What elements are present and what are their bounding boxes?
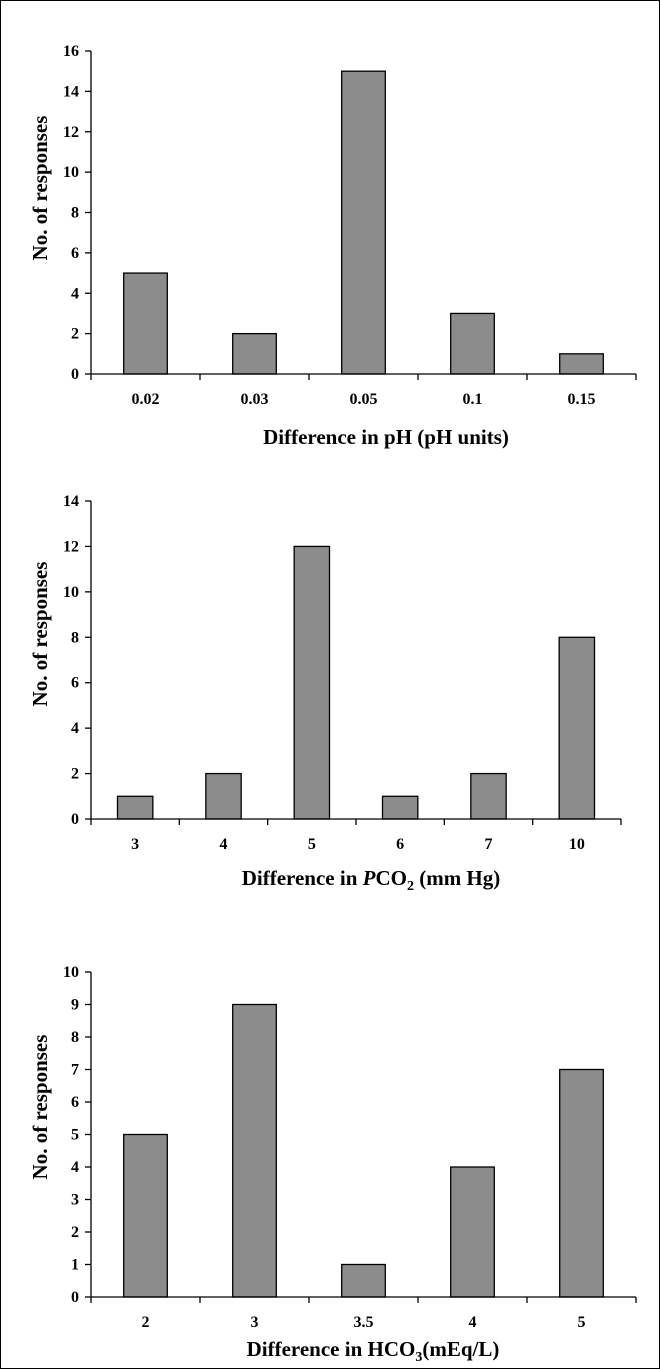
bar xyxy=(116,795,154,820)
y-axis-title: No. of responses xyxy=(28,562,52,707)
y-tick-label: 6 xyxy=(71,1094,79,1111)
y-tick-label: 1 xyxy=(71,1257,79,1274)
x-axis-title-part: (mm Hg) xyxy=(414,866,500,890)
y-tick-label: 6 xyxy=(71,675,79,692)
bar xyxy=(450,312,495,375)
bar xyxy=(470,772,507,820)
x-axis-title-part: CO xyxy=(375,866,407,890)
y-tick-label: 2 xyxy=(71,766,79,783)
y-axis-title: No. of responses xyxy=(28,116,52,261)
y-tick-label: 10 xyxy=(63,964,79,981)
y-tick-label: 14 xyxy=(63,83,79,100)
x-axis-title-part: Difference in HCO xyxy=(247,1337,416,1361)
bar xyxy=(232,332,277,375)
x-axis-title: Difference in HCO3(mEq/L) xyxy=(247,1337,500,1365)
bar xyxy=(559,353,604,375)
x-axis-title-part: Difference in xyxy=(242,866,363,890)
bar xyxy=(205,772,242,820)
x-tick-label: 3 xyxy=(131,836,139,853)
y-tick-label: 14 xyxy=(63,493,79,510)
y-tick-label: 8 xyxy=(71,629,79,646)
bar xyxy=(123,1133,168,1298)
x-axis-title-subscript: 2 xyxy=(407,879,414,894)
bar xyxy=(341,70,386,375)
x-tick-label: 0.05 xyxy=(350,391,378,408)
y-tick-label: 8 xyxy=(71,205,79,222)
y-tick-label: 0 xyxy=(71,811,79,828)
x-tick-label: 3.5 xyxy=(354,1314,374,1331)
y-tick-label: 4 xyxy=(71,285,79,302)
bar xyxy=(293,545,331,820)
y-tick-label: 2 xyxy=(71,1224,79,1241)
bar xyxy=(232,1003,277,1298)
x-tick-label: 7 xyxy=(485,836,493,853)
y-tick-label: 12 xyxy=(63,124,79,141)
y-tick-label: 8 xyxy=(71,1029,79,1046)
x-tick-label: 10 xyxy=(569,836,585,853)
bar xyxy=(450,1166,495,1298)
y-tick-label: 2 xyxy=(71,326,79,343)
y-tick-label: 0 xyxy=(71,1289,79,1306)
x-tick-label: 2 xyxy=(142,1314,150,1331)
x-axis-title-part: (mEq/L) xyxy=(422,1337,499,1361)
ph-difference-chart: 0 2 4 6 8 10 12 14 16 0.02 0.03 0.05 0.1 0.15 Differe… xyxy=(28,43,637,449)
y-tick-label: 7 xyxy=(71,1062,79,1079)
x-tick-label: 0.02 xyxy=(132,391,160,408)
x-tick-label: 0.1 xyxy=(463,391,483,408)
bar xyxy=(558,636,596,820)
x-tick-label: 0.03 xyxy=(241,391,269,408)
x-axis-title: Difference in pH (pH units) xyxy=(263,425,509,449)
y-tick-label: 12 xyxy=(63,538,79,555)
x-axis-title-part: P xyxy=(362,866,376,890)
y-tick-label: 4 xyxy=(71,1159,79,1176)
x-tick-label: 3 xyxy=(251,1314,259,1331)
x-tick-label: 4 xyxy=(469,1314,477,1331)
x-tick-label: 6 xyxy=(396,836,404,853)
bar xyxy=(341,1263,386,1298)
y-tick-label: 4 xyxy=(71,720,79,737)
bar xyxy=(381,795,419,820)
x-tick-label: 5 xyxy=(578,1314,586,1331)
x-tick-label: 0.15 xyxy=(568,391,596,408)
x-tick-label: 4 xyxy=(220,836,228,853)
y-tick-label: 10 xyxy=(63,584,79,601)
y-tick-label: 10 xyxy=(63,164,79,181)
y-axis-title: No. of responses xyxy=(28,1035,52,1180)
y-tick-label: 3 xyxy=(71,1192,79,1209)
x-tick-label: 5 xyxy=(308,836,316,853)
bar xyxy=(123,272,168,375)
x-axis-title-subscript: 3 xyxy=(415,1350,422,1365)
y-tick-label: 6 xyxy=(71,245,79,262)
y-tick-label: 9 xyxy=(71,997,79,1014)
x-axis-title: Difference in PCO2 (mm Hg) xyxy=(242,866,501,894)
bar xyxy=(559,1068,604,1298)
y-tick-label: 16 xyxy=(63,43,79,60)
y-tick-label: 0 xyxy=(71,366,79,383)
y-tick-label: 5 xyxy=(71,1127,79,1144)
